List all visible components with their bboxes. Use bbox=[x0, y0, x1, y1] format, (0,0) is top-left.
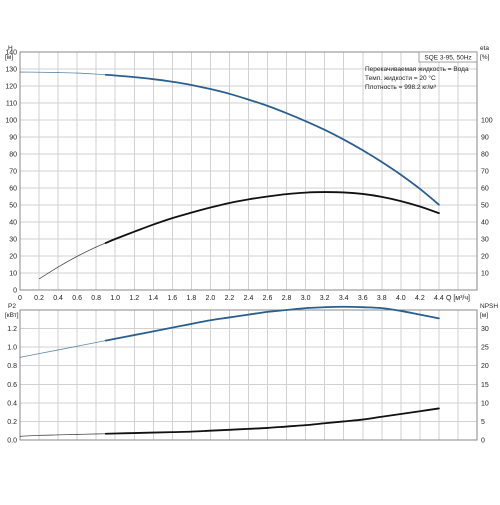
left-tick-label: 70 bbox=[9, 169, 17, 176]
annotation-line: Плотность = 998.2 кг/м³ bbox=[365, 84, 437, 91]
x-tick-label: 0.4 bbox=[53, 295, 63, 302]
left-tick-label: 30 bbox=[9, 237, 17, 244]
x-tick-label: 1.6 bbox=[167, 295, 177, 302]
x-tick-label: 0 bbox=[18, 295, 22, 302]
left-tick-label: 80 bbox=[9, 152, 17, 159]
left-axis-unit: [кВт] bbox=[5, 312, 19, 319]
left-tick-label: 0.6 bbox=[7, 382, 17, 389]
right-tick-label: 30 bbox=[481, 237, 489, 244]
left-tick-label: 110 bbox=[6, 101, 17, 108]
x-tick-label: 3.4 bbox=[339, 295, 349, 302]
right-tick-label: 10 bbox=[481, 271, 489, 278]
x-axis-label: Q [м³/ч] bbox=[446, 295, 470, 302]
left-tick-label: 130 bbox=[5, 67, 17, 74]
right-axis-label: NPSH bbox=[480, 303, 498, 310]
x-tick-label: 0.2 bbox=[34, 295, 44, 302]
right-tick-label: 5 bbox=[481, 419, 485, 426]
x-tick-label: 0.8 bbox=[91, 295, 101, 302]
left-tick-label: 100 bbox=[5, 118, 17, 125]
x-tick-label: 3.0 bbox=[301, 295, 311, 302]
x-tick-label: 2.6 bbox=[263, 295, 273, 302]
x-tick-label: 4.4 bbox=[434, 295, 444, 302]
right-tick-label: 20 bbox=[481, 363, 489, 370]
left-tick-label: 90 bbox=[9, 135, 17, 142]
right-tick-label: 80 bbox=[481, 152, 489, 159]
x-tick-label: 4.2 bbox=[415, 295, 425, 302]
left-tick-label: 0.2 bbox=[7, 419, 17, 426]
right-axis-unit: [%] bbox=[480, 54, 490, 61]
right-tick-label: 60 bbox=[481, 186, 489, 193]
right-tick-label: 15 bbox=[481, 382, 489, 389]
right-axis-unit: [м] bbox=[480, 312, 488, 319]
x-tick-label: 2.4 bbox=[244, 295, 254, 302]
right-tick-label: 50 bbox=[481, 203, 489, 210]
left-tick-label: 50 bbox=[9, 203, 17, 210]
right-tick-label: 0 bbox=[481, 438, 485, 445]
x-tick-label: 1.0 bbox=[110, 295, 120, 302]
x-tick-label: 3.6 bbox=[358, 295, 368, 302]
left-tick-label: 0.4 bbox=[7, 400, 17, 407]
annotation-line: Темп. жидкости = 20 °C bbox=[365, 74, 436, 82]
left-tick-label: 20 bbox=[9, 254, 17, 261]
left-axis-label: P2 bbox=[8, 303, 16, 310]
annotation-line: Перекачиваемая жидкость = Вода bbox=[365, 66, 469, 73]
x-tick-label: 2.0 bbox=[206, 295, 216, 302]
x-tick-label: 4.0 bbox=[396, 295, 406, 302]
x-tick-label: 1.2 bbox=[129, 295, 139, 302]
right-tick-label: 30 bbox=[481, 326, 489, 333]
x-tick-label: 1.8 bbox=[187, 295, 197, 302]
right-tick-label: 70 bbox=[481, 169, 489, 176]
left-tick-label: 10 bbox=[9, 271, 17, 278]
x-tick-label: 2.2 bbox=[225, 295, 235, 302]
right-tick-label: 90 bbox=[481, 135, 489, 142]
left-axis-label: H bbox=[8, 45, 13, 52]
left-tick-label: 0 bbox=[13, 288, 17, 295]
right-tick-label: 25 bbox=[481, 345, 489, 352]
x-tick-label: 0.6 bbox=[72, 295, 82, 302]
left-tick-label: 40 bbox=[9, 220, 17, 227]
x-tick-label: 3.8 bbox=[377, 295, 387, 302]
right-tick-label: 10 bbox=[481, 400, 489, 407]
x-tick-label: 1.4 bbox=[148, 295, 158, 302]
right-axis-label: eta bbox=[480, 45, 489, 52]
right-tick-label: 20 bbox=[481, 254, 489, 261]
left-tick-label: 120 bbox=[5, 84, 17, 91]
left-tick-label: 1.2 bbox=[7, 326, 17, 333]
left-axis-unit: [м] bbox=[5, 54, 13, 61]
x-tick-label: 2.8 bbox=[282, 295, 292, 302]
right-tick-label: 40 bbox=[481, 220, 489, 227]
left-tick-label: 0.8 bbox=[7, 363, 17, 370]
x-tick-label: 3.2 bbox=[320, 295, 330, 302]
chart-title: SQE 3-95, 50Hz bbox=[424, 55, 471, 62]
left-tick-label: 60 bbox=[9, 186, 17, 193]
left-tick-label: 1.0 bbox=[7, 345, 17, 352]
right-tick-label: 100 bbox=[481, 118, 493, 125]
left-tick-label: 0.0 bbox=[7, 438, 17, 445]
